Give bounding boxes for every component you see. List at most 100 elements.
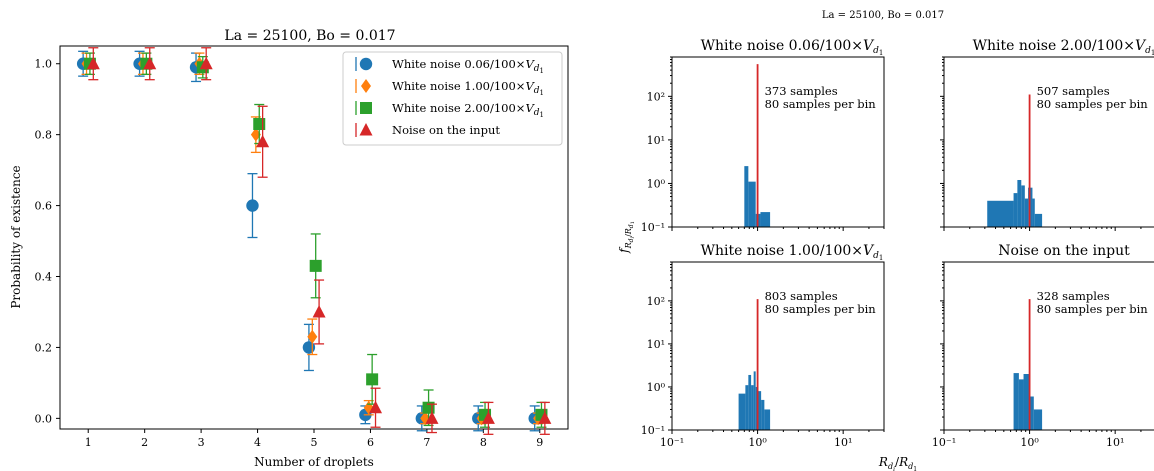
data-point	[256, 134, 270, 148]
y-tick-label: 0.2	[35, 341, 53, 354]
y-tick-label: 0.4	[35, 271, 53, 284]
histogram-bar	[1017, 179, 1022, 227]
panel-frame	[943, 261, 1154, 431]
histogram-bar	[1013, 193, 1018, 227]
y-tick-label: 0.6	[35, 200, 53, 213]
histogram-bar	[744, 166, 749, 227]
panel-frame	[671, 56, 885, 228]
histogram-bar	[1033, 409, 1043, 430]
data-point	[246, 199, 259, 212]
legend-box	[342, 51, 563, 146]
histogram-bar	[1032, 198, 1035, 227]
x-tick-label: 3	[198, 436, 205, 449]
data-point	[309, 259, 322, 272]
histogram-grid: La = 25100, Bo = 0.017 White noise 0.06/…	[617, 10, 1154, 471]
sample-count-label: 803 samples	[765, 289, 838, 303]
data-point	[143, 56, 157, 70]
left-x-ticks: 1 2 3 4 5 6 7 8 9	[85, 429, 543, 449]
histogram-bar	[760, 212, 771, 227]
histogram-bar	[1021, 185, 1025, 227]
histogram-bar	[748, 374, 752, 430]
data-point	[302, 341, 316, 354]
panel-title: White noise 1.00/100×Vd1	[701, 243, 884, 262]
x-tick-label: 5	[311, 436, 318, 449]
left-y-axis-label: Probability of existence	[9, 165, 23, 308]
data-point	[250, 127, 261, 142]
series-3	[86, 47, 552, 435]
left-x-axis-label: Number of droplets	[254, 455, 374, 469]
y-tick-label: 0.0	[35, 412, 53, 425]
histogram-bar	[764, 409, 771, 430]
histogram-bar	[758, 391, 762, 430]
data-point	[425, 411, 439, 424]
left-chart-title: La = 25100, Bo = 0.017	[224, 28, 395, 44]
histogram-bar	[1013, 373, 1019, 430]
bin-size-label: 80 samples per bin	[765, 302, 877, 316]
histogram-bar	[748, 181, 756, 227]
x-tick-label: 2	[141, 436, 148, 449]
data-point	[481, 411, 495, 424]
panel-frame	[671, 261, 885, 431]
data-point	[199, 56, 213, 70]
y-tick-label: 0.8	[35, 129, 53, 142]
x-tick-label: 7	[423, 436, 430, 449]
legend-label: White noise 0.06/100×Vd1	[392, 57, 544, 75]
sample-count-label: 507 samples	[1037, 84, 1110, 98]
x-tick-label: 1	[85, 436, 92, 449]
bin-size-label: 80 samples per bin	[1037, 302, 1149, 316]
histogram-bar	[745, 385, 749, 430]
histogram-bar	[1024, 198, 1029, 227]
hist-y-tick-label: 10⁰	[647, 381, 666, 394]
bin-size-label: 80 samples per bin	[1037, 97, 1149, 111]
data-point	[86, 56, 100, 70]
data-point	[312, 304, 326, 318]
histogram-bar	[751, 385, 754, 430]
y-tick-label: 1.0	[35, 58, 53, 71]
panel-title: Noise on the input	[998, 243, 1130, 259]
sample-count-label: 328 samples	[1037, 289, 1110, 303]
right-x-axis-label: Rdi/Rd1	[878, 455, 917, 471]
histogram-bar	[987, 200, 1014, 227]
hist-y-tick-label: 10¹	[647, 134, 665, 147]
hist-y-tick-label: 10²	[647, 90, 665, 103]
legend-marker	[359, 57, 373, 71]
hist-y-tick-label: 10¹	[647, 338, 665, 351]
x-tick-label: 4	[254, 436, 261, 449]
histogram-bar	[738, 393, 746, 430]
hist-x-tick-label: 10⁰	[1020, 436, 1039, 449]
left-series-group	[76, 47, 552, 435]
histogram-bar	[753, 371, 756, 430]
right-y-axis-label: fRdi/Rd1	[617, 221, 636, 254]
hist-x-tick-label: 10¹	[1106, 436, 1124, 449]
bin-size-label: 80 samples per bin	[765, 97, 877, 111]
legend-label: White noise 2.00/100×Vd1	[392, 101, 544, 119]
panel-title: White noise 2.00/100×Vd1	[973, 38, 1154, 57]
x-tick-label: 6	[367, 436, 374, 449]
data-point	[253, 118, 266, 131]
legend-marker	[359, 123, 373, 136]
sample-count-label: 373 samples	[765, 84, 838, 98]
histogram-bar	[1034, 213, 1043, 227]
legend-items: White noise 0.06/100×Vd1 White noise 1.00…	[355, 57, 544, 137]
data-point	[369, 400, 383, 414]
hist-x-tick-label: 10¹	[834, 436, 852, 449]
x-tick-label: 9	[536, 436, 543, 449]
histogram-bar	[1023, 374, 1030, 430]
histogram-bar	[761, 399, 765, 430]
hist-x-tick-label: 10⁰	[748, 436, 767, 449]
data-point	[307, 329, 318, 344]
hist-y-tick-label: 10⁻¹	[641, 221, 665, 234]
data-point	[422, 401, 435, 414]
hist-y-tick-label: 10⁰	[647, 177, 666, 190]
data-point	[366, 373, 379, 386]
legend-label: White noise 1.00/100×Vd1	[392, 79, 544, 97]
hist-y-tick-label: 10⁻¹	[641, 424, 665, 437]
hist-x-tick-label: 10⁻¹	[660, 436, 684, 449]
